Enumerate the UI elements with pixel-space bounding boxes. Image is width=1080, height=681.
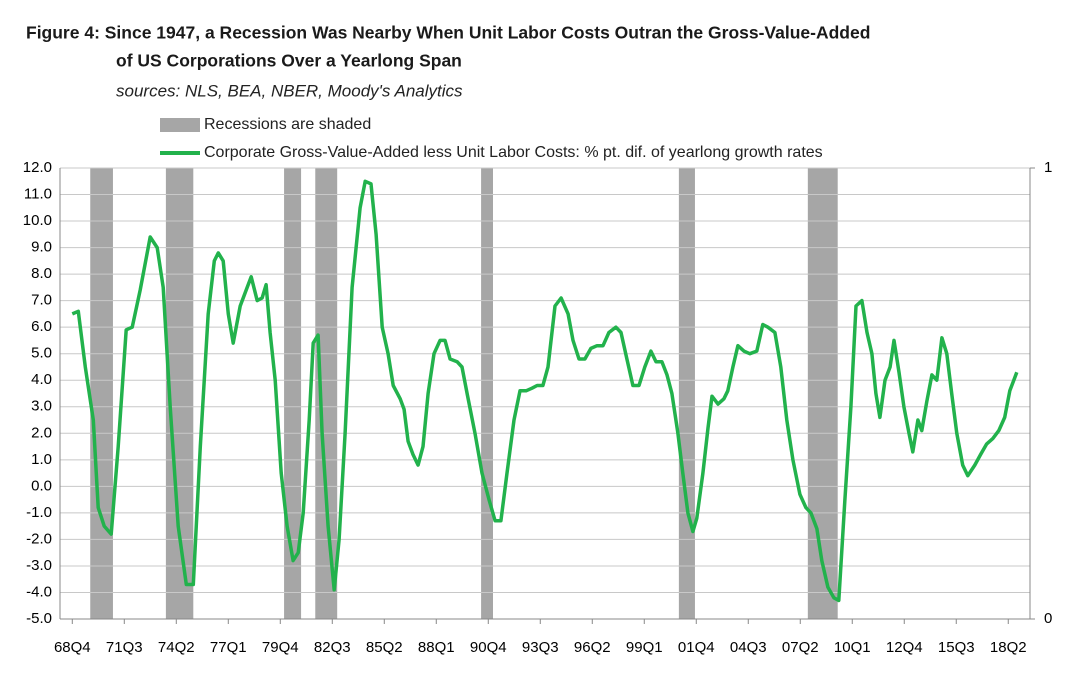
data-line [71,179,1019,603]
legend-label: Recessions are shaded [204,116,371,133]
recession-band [807,168,838,619]
recession-band [678,168,695,619]
x-tick-label: 74Q2 [158,639,195,656]
x-tick-label: 71Q3 [106,639,143,656]
x-tick-label: 01Q4 [678,639,715,656]
x-tick-label: 10Q1 [834,639,871,656]
y-tick-label: 4.0 [31,371,52,388]
y-tick-label: 5.0 [31,345,52,362]
y-tick-label: 11.0 [24,185,52,202]
x-tick-label: 04Q3 [730,639,767,656]
x-tick-label: 82Q3 [314,639,351,656]
x-tick-label: 68Q4 [54,639,91,656]
y2-tick-label: 1 [1044,159,1052,176]
x-tick-label: 18Q2 [990,639,1027,656]
y-tick-label: 10.0 [23,212,52,229]
y-tick-label: 12.0 [23,159,52,176]
legend-label: Corporate Gross-Value-Added less Unit La… [204,144,823,161]
recession-band [284,168,302,619]
y-tick-label: -2.0 [26,530,52,547]
x-tick-label: 07Q2 [782,639,819,656]
x-tick-label: 93Q3 [522,639,559,656]
x-tick-label: 77Q1 [210,639,247,656]
x-tick-label: 96Q2 [574,639,611,656]
recession-band [90,168,113,619]
y-tick-label: 8.0 [31,265,52,282]
chart-title: of US Corporations Over a Yearlong Span [116,51,462,71]
x-tick-label: 15Q3 [938,639,975,656]
y-tick-label: 2.0 [31,424,52,441]
recession-band [315,168,338,619]
y-tick-label: 7.0 [31,292,52,309]
x-tick-label: 85Q2 [366,639,403,656]
y-tick-label: 1.0 [31,451,52,468]
x-tick-label: 90Q4 [470,639,507,656]
y-tick-label: 3.0 [31,398,52,415]
legend-swatch [160,118,200,132]
y-tick-label: 6.0 [31,318,52,335]
x-tick-label: 12Q4 [886,639,923,656]
chart-title: Figure 4: Since 1947, a Recession Was Ne… [26,23,870,43]
y-tick-label: -5.0 [26,610,52,627]
recession-band [481,168,494,619]
x-tick-label: 79Q4 [262,639,299,656]
y-tick-label: 0.0 [31,477,52,494]
y-tick-label: -4.0 [26,583,52,600]
y-tick-label: -3.0 [26,557,52,574]
y-tick-label: 9.0 [31,239,52,256]
x-tick-label: 99Q1 [626,639,663,656]
y2-tick-label: 0 [1044,610,1052,627]
chart-subtitle: sources: NLS, BEA, NBER, Moody's Analyti… [116,81,463,100]
x-tick-label: 88Q1 [418,639,455,656]
y-tick-label: -1.0 [26,504,52,521]
